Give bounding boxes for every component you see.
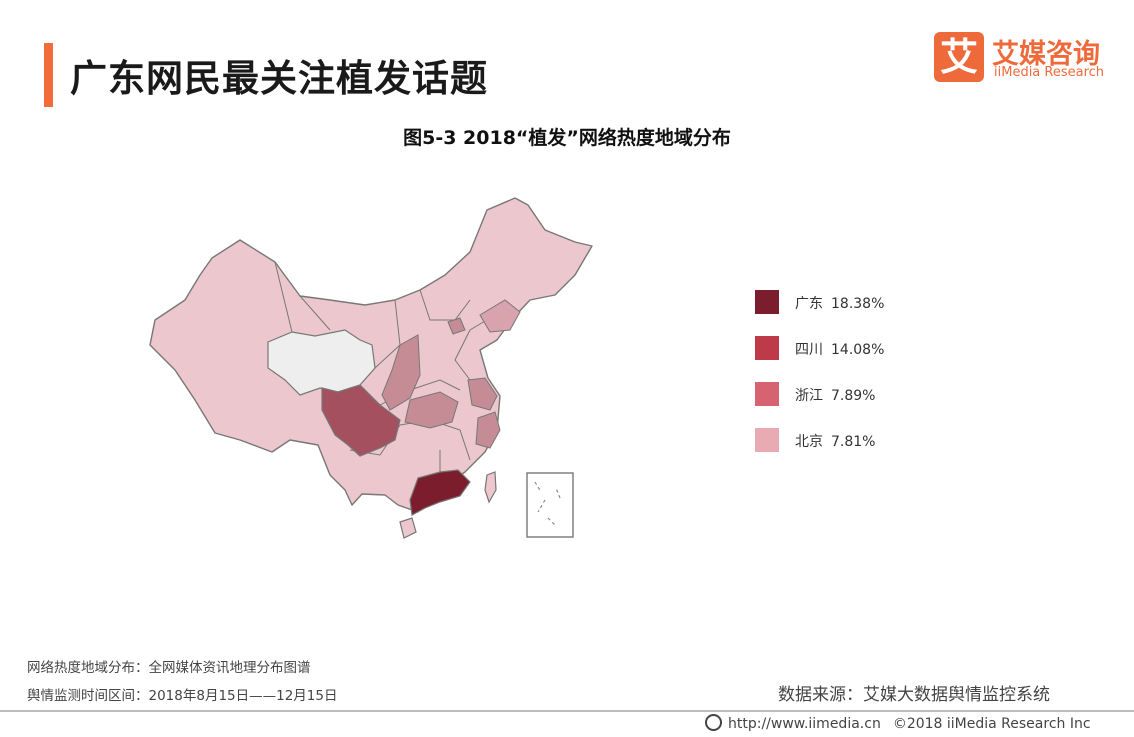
province-qinghai [267, 329, 376, 396]
logo-name-en: iiMedia Research [994, 65, 1105, 80]
legend-swatch [755, 428, 779, 452]
copyright: ©2018 iiMedia Research Inc [892, 716, 1091, 732]
logo-icon: 艾 [934, 32, 984, 82]
province-taiwan [484, 471, 497, 504]
province-shaanxi [381, 334, 421, 411]
globe-icon [705, 714, 722, 731]
note-distribution: 网络热度地域分布：全网媒体资讯地理分布图谱 [27, 660, 311, 676]
data-source: 数据来源：艾媒大数据舆情监控系统 [778, 685, 1050, 705]
title-accent-bar [44, 43, 53, 107]
province-hainan [399, 517, 417, 539]
south-china-sea-inset [526, 472, 574, 538]
inset-dashes [534, 481, 561, 527]
website-link[interactable]: http://www.iimedia.cn [728, 716, 881, 732]
note-time-range: 舆情监测时间区间：2018年8月15日——12月15日 [27, 688, 338, 704]
footer: http://www.iimedia.cn ©2018 iiMedia Resea… [705, 714, 1091, 732]
province-beijing [447, 317, 466, 335]
legend-label: 广东 18.38% [795, 296, 885, 312]
legend-label: 浙江 7.89% [795, 388, 876, 404]
map-title: 图5-3 2018“植发”网络热度地域分布 [403, 127, 731, 149]
province-jiangsu [467, 377, 498, 411]
province-hubei [404, 391, 459, 429]
legend-swatch [755, 382, 779, 406]
province-sichuan [321, 384, 401, 457]
logo-name-cn: 艾媒咨询 [992, 39, 1100, 70]
province-zhejiang [475, 411, 501, 449]
legend-swatch [755, 290, 779, 314]
iimedia-logo: 艾 艾媒咨询 iiMedia Research [934, 32, 1124, 92]
legend-label: 北京 7.81% [795, 434, 876, 450]
legend-swatch [755, 336, 779, 360]
legend-label: 四川 14.08% [795, 342, 885, 358]
footer-divider [0, 710, 1134, 712]
province-liaoning [479, 299, 521, 333]
province-guangdong [409, 469, 471, 516]
page-title: 广东网民最关注植发话题 [70, 57, 488, 100]
